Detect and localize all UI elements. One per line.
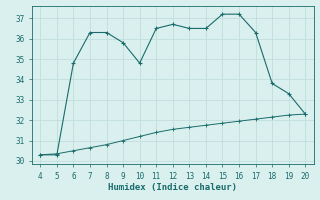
X-axis label: Humidex (Indice chaleur): Humidex (Indice chaleur) [108, 183, 237, 192]
